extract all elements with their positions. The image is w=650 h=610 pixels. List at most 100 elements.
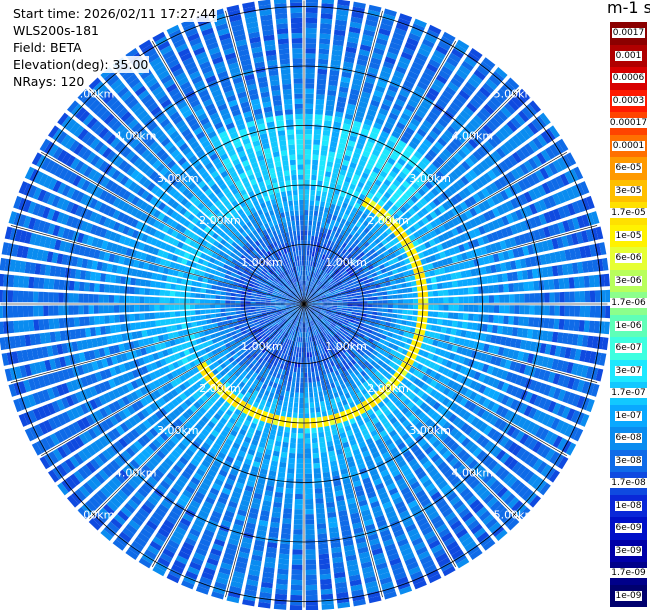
ray-gate (305, 43, 317, 49)
ray-gate (425, 368, 433, 376)
ray-gate (370, 57, 382, 65)
ray-gate (566, 263, 574, 275)
ray-gate (372, 195, 380, 203)
ray-gate (317, 322, 322, 327)
ray-gate (353, 232, 360, 239)
ray-gate (421, 526, 434, 536)
ray-gate (293, 519, 303, 525)
ray-gate (288, 339, 292, 346)
ray-gate (374, 266, 381, 272)
ray-gate (342, 388, 349, 395)
ray-gate (533, 229, 541, 241)
ray-gate (396, 289, 403, 294)
ray-gate (415, 421, 424, 430)
ray-gate (311, 422, 317, 429)
ray-gate (564, 171, 574, 184)
ray-gate (234, 566, 246, 574)
ray-gate (304, 347, 307, 353)
ray-gate (291, 422, 297, 429)
ray-gate (511, 500, 523, 513)
ray-gate (260, 437, 268, 444)
ray-gate (506, 272, 513, 282)
ray-gate (322, 135, 330, 142)
ray-gate (548, 469, 560, 483)
ray-gate (418, 424, 427, 434)
ray-gate (260, 399, 267, 406)
ray-gate (356, 164, 364, 172)
ray-gate (603, 321, 610, 335)
ray-gate (340, 314, 346, 318)
ray-gate (278, 379, 284, 385)
ray-gate (511, 95, 523, 108)
ray-gate (525, 103, 537, 117)
ray-gate (347, 564, 359, 572)
ray-gate (363, 184, 371, 192)
ray-gate (392, 269, 398, 275)
ray-gate (372, 262, 379, 268)
ray-gate (465, 269, 472, 278)
ray-gate (385, 321, 391, 327)
ray-gate (403, 270, 410, 277)
ray-gate (305, 584, 318, 591)
ray-gate (383, 277, 390, 282)
ray-gate (309, 245, 313, 252)
ray-gate (444, 410, 453, 420)
ray-gate (304, 306, 306, 312)
ray-gate (352, 306, 358, 310)
ray-gate (369, 538, 380, 546)
ray-gate (601, 337, 609, 351)
ray-gate (458, 304, 464, 312)
ray-gate (551, 331, 559, 343)
ray-gate (398, 272, 405, 278)
ray-gate (362, 477, 371, 485)
ray-gate (371, 52, 384, 61)
ray-gate (524, 340, 532, 351)
ray-gate (347, 385, 353, 392)
ray-gate (305, 68, 315, 74)
ray-gate (304, 312, 306, 318)
ray-gate (308, 377, 312, 383)
ray-gate (418, 160, 427, 170)
ray-gate (313, 134, 321, 140)
ray-gate (341, 366, 347, 372)
ray-gate (269, 465, 278, 472)
ray-gate (446, 540, 459, 551)
ray-gate (469, 48, 483, 60)
ray-gate (290, 589, 303, 596)
ray-gate (365, 216, 373, 223)
ray-gate (466, 414, 476, 424)
ray-gate (581, 335, 589, 347)
ray-gate (394, 399, 403, 408)
ray-gate (379, 324, 385, 330)
ray-gate (547, 224, 556, 237)
ray-gate (464, 157, 475, 168)
ray-gate (336, 500, 346, 507)
ray-gate (328, 79, 338, 87)
ray-gate (536, 241, 544, 253)
ray-gate (396, 218, 405, 226)
ray-gate (276, 476, 285, 483)
ray-gate (505, 337, 512, 347)
ray-gate (456, 39, 470, 51)
ray-gate (357, 360, 363, 366)
ray-gate (321, 385, 327, 391)
ray-gate (327, 304, 333, 306)
ray-gate (580, 181, 590, 195)
ray-gate (543, 164, 554, 178)
ray-gate (452, 182, 462, 192)
ray-gate (353, 280, 359, 285)
ray-gate (583, 275, 590, 288)
ray-gate (329, 289, 335, 293)
ray-gate (380, 405, 388, 413)
ray-gate (246, 480, 255, 488)
ray-gate (469, 207, 478, 217)
ray-gate (297, 448, 304, 454)
ray-gate (283, 431, 290, 438)
ray-gate (331, 266, 337, 272)
ray-gate (318, 314, 324, 318)
ray-gate (368, 4, 382, 13)
ray-gate (312, 272, 316, 278)
ray-gate (433, 78, 445, 89)
ray-gate (319, 227, 324, 233)
ray-gate (435, 325, 442, 333)
